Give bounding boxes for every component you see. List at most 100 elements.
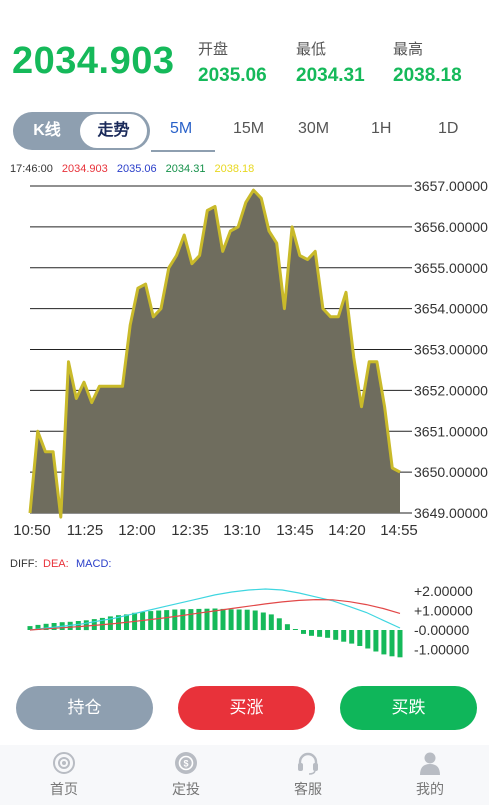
stat-high-value: 2038.18 <box>393 65 462 86</box>
macd-bar <box>252 610 258 630</box>
tab-1d[interactable]: 1D <box>438 120 459 137</box>
legend-high: 2038.18 <box>214 163 255 175</box>
y-tick-label: 3654.00000 <box>414 301 488 317</box>
tabbar-label-service: 客服 <box>294 781 322 797</box>
bottom-tab-bar: 首页 $ 定投 客服 我的 <box>0 745 489 805</box>
home-icon <box>53 752 75 774</box>
macd-bar <box>260 612 266 631</box>
macd-bar <box>196 608 202 630</box>
macd-bar <box>51 623 57 630</box>
svg-text:$: $ <box>183 759 188 769</box>
buy-down-button[interactable]: 买跌 <box>340 686 477 730</box>
macd-bar <box>35 624 41 630</box>
x-tick-label: 12:35 <box>171 522 209 539</box>
stat-high-label: 最高 <box>393 41 424 58</box>
macd-chart: DIFF: DEA: MACD: +2.00000 +1.00000 -0.00000 -1… <box>10 558 473 658</box>
x-tick-label: 13:45 <box>276 522 314 539</box>
stat-low-label: 最低 <box>296 41 327 58</box>
price-line <box>28 188 401 519</box>
macd-bar <box>156 610 162 630</box>
chart-mode-toggle: K线 走势 <box>13 112 150 150</box>
y-tick-label: 3651.00000 <box>414 423 488 439</box>
macd-bar <box>349 630 355 644</box>
macd-bar <box>83 620 89 631</box>
tabbar-label-mine: 我的 <box>416 781 444 797</box>
tabbar-item-home[interactable]: 首页 <box>19 745 109 805</box>
macd-bar <box>228 609 234 630</box>
headset-icon <box>298 752 318 775</box>
price-trend-chart: 3657.00000 3656.00000 3655.00000 3654.00000… <box>13 178 488 539</box>
price-area <box>30 190 400 518</box>
macd-bar <box>309 630 314 636</box>
y-tick-label: 3656.00000 <box>414 219 488 235</box>
quote-header: 2034.903 开盘 2035.06 最低 2034.31 最高 2038.1… <box>0 0 489 110</box>
macd-bar <box>317 630 323 637</box>
x-tick-label: 14:55 <box>380 522 418 539</box>
tabbar-item-service[interactable]: 客服 <box>263 745 353 805</box>
legend-low: 2034.31 <box>165 163 206 175</box>
macd-bar <box>325 630 331 638</box>
active-tab-underline <box>151 150 215 152</box>
stat-open-value: 2035.06 <box>198 65 267 86</box>
position-button[interactable]: 持仓 <box>16 686 153 730</box>
macd-bar <box>268 614 274 630</box>
legend-open: 2035.06 <box>116 163 157 175</box>
y-tick-label: 3649.00000 <box>414 505 488 521</box>
macd-bar <box>91 619 97 630</box>
macd-bar <box>365 630 371 649</box>
macd-bar <box>204 608 210 630</box>
macd-legend-label: MACD: <box>76 558 111 570</box>
trend-toggle[interactable]: 走势 <box>80 114 147 148</box>
macd-bar <box>389 630 395 657</box>
macd-bar <box>397 630 403 658</box>
tab-30m[interactable]: 30M <box>298 120 330 137</box>
stat-open-label: 开盘 <box>198 41 229 58</box>
macd-bar <box>341 630 347 642</box>
macd-bar <box>357 630 363 646</box>
y-tick-label: 3653.00000 <box>414 342 488 358</box>
macd-bar <box>292 629 298 630</box>
x-tick-label: 12:00 <box>118 522 156 539</box>
macd-bar <box>180 609 186 630</box>
macd-bar <box>75 621 81 630</box>
invest-icon: $ <box>175 752 197 774</box>
macd-bar <box>381 630 387 655</box>
buy-up-button[interactable]: 买涨 <box>178 686 315 730</box>
macd-bar <box>188 609 194 630</box>
macd-y-tick-label: -0.00000 <box>414 622 469 638</box>
chart-tabs: K线 走势 5M 15M 30M 1H 1D <box>0 110 489 154</box>
macd-bar <box>99 617 105 630</box>
tabbar-label-home: 首页 <box>50 781 78 797</box>
y-tick-label: 3650.00000 <box>414 464 488 480</box>
legend-price: 2034.903 <box>61 163 108 175</box>
x-tick-label: 10:50 <box>13 522 51 539</box>
macd-bar <box>276 618 282 630</box>
macd-bar <box>212 608 218 630</box>
macd-bar <box>236 609 242 630</box>
tab-1h[interactable]: 1H <box>371 120 392 137</box>
macd-legend-label: DEA: <box>43 558 69 570</box>
x-tick-label: 11:25 <box>67 522 103 539</box>
tabbar-item-mine[interactable]: 我的 <box>385 745 475 805</box>
stat-high: 最高 2038.18 <box>393 38 462 87</box>
kline-toggle[interactable]: K线 <box>33 122 61 139</box>
tab-5m[interactable]: 5M <box>170 120 193 137</box>
macd-y-tick-label: +1.00000 <box>414 603 473 619</box>
stat-low-value: 2034.31 <box>296 65 365 86</box>
tabbar-item-invest[interactable]: $ 定投 <box>141 745 231 805</box>
macd-bar <box>284 624 290 630</box>
stat-open: 开盘 2035.06 <box>198 38 267 87</box>
macd-bar <box>27 626 33 630</box>
macd-bar <box>164 610 170 630</box>
y-tick-label: 3652.00000 <box>414 382 488 398</box>
macd-bar <box>43 623 49 630</box>
dea-line <box>29 598 401 631</box>
x-tick-label: 14:20 <box>328 522 366 539</box>
x-tick-label: 13:10 <box>223 522 261 539</box>
tab-15m[interactable]: 15M <box>233 120 265 137</box>
stat-low: 最低 2034.31 <box>296 38 365 87</box>
macd-bar <box>301 630 306 634</box>
macd-bar <box>220 608 226 630</box>
y-tick-label: 3655.00000 <box>414 260 488 276</box>
macd-bar <box>333 630 339 640</box>
